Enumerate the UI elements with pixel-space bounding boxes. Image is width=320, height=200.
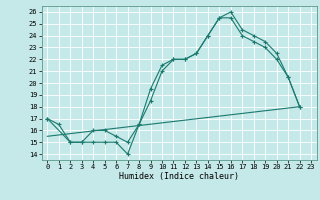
X-axis label: Humidex (Indice chaleur): Humidex (Indice chaleur) — [119, 172, 239, 181]
